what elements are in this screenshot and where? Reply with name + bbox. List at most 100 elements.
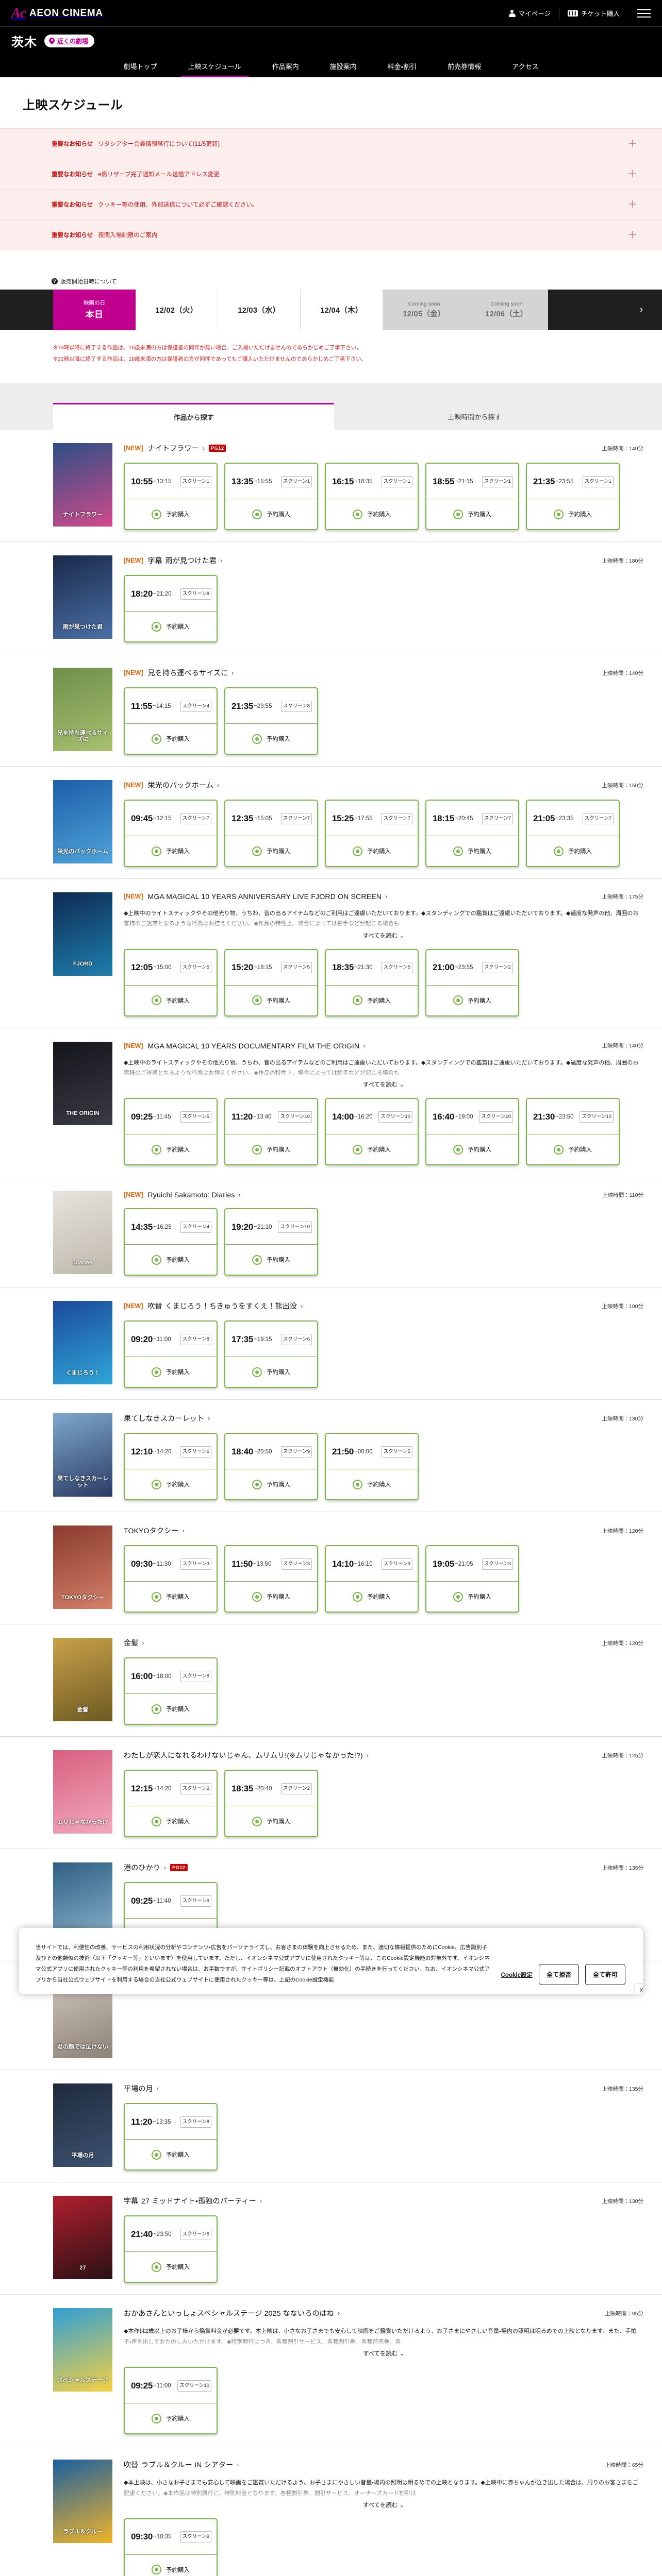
reserve-button[interactable]: 予約購入 — [125, 1806, 217, 1836]
showtime-card[interactable]: 11:20 ~13:35 スクリーン8 予約購入 — [124, 2103, 218, 2171]
read-more-button[interactable]: すべてを読む ⌄ — [362, 1082, 405, 1089]
reserve-button[interactable]: 予約購入 — [125, 2252, 217, 2282]
showtime-card[interactable]: 14:35 ~16:25 スクリーン4 予約購入 — [124, 1208, 218, 1276]
notice-row[interactable]: 重要なお知らせ e席リザーブ完了通知メール送信アドレス変更 ＋ — [0, 159, 662, 190]
cookie-deny-all-button[interactable]: 全て拒否 — [538, 1964, 579, 1985]
read-more-button[interactable]: すべてを読む ⌄ — [362, 2351, 405, 2358]
nav-item-access[interactable]: アクセス — [512, 63, 539, 71]
showtime-card[interactable]: 18:15 ~20:45 スクリーン7 予約購入 — [425, 800, 519, 868]
movie-title-link[interactable]: 果てしなきスカーレット — [124, 1414, 205, 1423]
reserve-button[interactable]: 予約購入 — [426, 1134, 518, 1164]
tab-search-by-time[interactable]: 上映時間から探す — [448, 413, 502, 421]
movie-title-link[interactable]: わたしが恋人になれるわけないじゃん、ムリムリ!(※ムリじゃなかった!?) — [124, 1751, 363, 1760]
showtime-card[interactable]: 09:30 ~11:30 スクリーン3 予約購入 — [124, 1545, 218, 1613]
hamburger-menu-icon[interactable] — [637, 7, 651, 20]
showtime-card[interactable]: 09:30 ~10:35 スクリーン9 予約購入 — [124, 2518, 218, 2576]
movie-poster[interactable]: ムリじゃなかった!? — [53, 1750, 112, 1834]
showtime-card[interactable]: 11:20 ~13:40 スクリーン10 予約購入 — [224, 1098, 318, 1166]
movie-poster[interactable]: 栄光のバックホーム — [53, 780, 112, 864]
read-more-button[interactable]: すべてを読む ⌄ — [362, 933, 405, 939]
reserve-button[interactable]: 予約購入 — [225, 1134, 317, 1164]
movie-poster[interactable]: THE ORIGIN — [53, 1041, 112, 1125]
showtime-card[interactable]: 16:40 ~19:00 スクリーン10 予約購入 — [425, 1098, 519, 1166]
showtime-card[interactable]: 18:40 ~20:50 スクリーン9 予約購入 — [224, 1433, 318, 1501]
date-tab[interactable]: Coming soon 12/05（金） — [383, 290, 466, 330]
movie-poster[interactable]: Diaries — [53, 1191, 112, 1275]
reserve-button[interactable]: 予約購入 — [326, 836, 418, 866]
showtime-card[interactable]: 14:10 ~16:10 スクリーン3 予約購入 — [325, 1545, 419, 1613]
showtime-card[interactable]: 21:40 ~23:50 スクリーン6 予約購入 — [124, 2215, 218, 2283]
date-tab[interactable]: 12/03（水） — [218, 290, 301, 330]
showtime-card[interactable]: 21:35 ~23:55 スクリーン8 予約購入 — [224, 687, 318, 755]
reserve-button[interactable]: 予約購入 — [125, 1582, 217, 1612]
reserve-button[interactable]: 予約購入 — [326, 499, 418, 529]
notice-row[interactable]: 重要なお知らせ クッキー等の使用、外部送信について必ずご確認ください。 ＋ — [0, 190, 662, 220]
reserve-button[interactable]: 予約購入 — [125, 612, 217, 641]
expand-plus-icon[interactable]: ＋ — [627, 199, 637, 210]
date-tab[interactable]: Coming soon 12/06（土） — [466, 290, 548, 330]
date-next-arrow-icon[interactable]: › — [639, 304, 643, 315]
nav-item-pricing[interactable]: 料金・割引 — [387, 63, 417, 71]
showtime-card[interactable]: 11:55 ~14:15 スクリーン4 予約購入 — [124, 687, 218, 755]
showtime-card[interactable]: 12:10 ~14:20 スクリーン6 予約購入 — [124, 1433, 218, 1501]
showtime-card[interactable]: 15:25 ~17:55 スクリーン7 予約購入 — [325, 800, 419, 868]
movie-poster[interactable]: 平場の月 — [53, 2083, 112, 2167]
movie-poster[interactable]: 金髪 — [53, 1638, 112, 1722]
cookie-allow-all-button[interactable]: 全て許可 — [585, 1964, 625, 1985]
brand-logo[interactable]: Ac AEON CINEMA — [11, 6, 103, 20]
movie-title-link[interactable]: MGA MAGICAL 10 YEARS DOCUMENTARY FILM TH… — [147, 1041, 360, 1050]
movie-poster[interactable]: くまじろう！ — [53, 1301, 112, 1385]
sales-start-info-link[interactable]: ? 販売開始日時について — [52, 277, 117, 285]
movie-title-link[interactable]: 平場の月 — [124, 2084, 153, 2093]
reserve-button[interactable]: 予約購入 — [326, 1469, 418, 1499]
reserve-button[interactable]: 予約購入 — [225, 1469, 317, 1499]
movie-title-link[interactable]: MGA MAGICAL 10 YEARS ANNIVERSARY LIVE FJ… — [147, 892, 382, 901]
tab-search-by-movie[interactable]: 作品から探す — [53, 403, 334, 430]
movie-title-link[interactable]: 港のひかり — [124, 1863, 160, 1872]
reserve-button[interactable]: 予約購入 — [125, 1357, 217, 1387]
showtime-card[interactable]: 10:55 ~13:15 スクリーン1 予約購入 — [124, 463, 218, 531]
nav-item-movies[interactable]: 作品案内 — [272, 63, 299, 71]
showtime-card[interactable]: 19:20 ~21:10 スクリーン10 予約購入 — [224, 1208, 318, 1276]
movie-poster[interactable]: 兄を持ち運べるサイズに — [53, 668, 112, 752]
reserve-button[interactable]: 予約購入 — [225, 1806, 317, 1836]
movie-title-link[interactable]: 兄を持ち運べるサイズに — [147, 669, 228, 677]
showtime-card[interactable]: 18:35 ~20:40 スクリーン2 予約購入 — [224, 1770, 318, 1838]
date-tab[interactable]: 12/04（木） — [301, 290, 383, 330]
showtime-card[interactable]: 09:25 ~11:00 スクリーン10 予約購入 — [124, 2367, 218, 2435]
reserve-button[interactable]: 予約購入 — [125, 1245, 217, 1275]
close-icon[interactable]: X — [635, 1984, 643, 1994]
movie-title-link[interactable]: おかあさんといっしょスペシャルステージ 2025 なないろのはね — [124, 2309, 335, 2318]
reserve-button[interactable]: 予約購入 — [527, 836, 619, 866]
reserve-button[interactable]: 予約購入 — [527, 1134, 619, 1164]
showtime-card[interactable]: 18:20 ~21:20 スクリーン8 予約購入 — [124, 575, 218, 643]
reserve-button[interactable]: 予約購入 — [426, 986, 518, 1015]
date-tab[interactable]: 映画の日 本日 — [53, 290, 136, 330]
reserve-button[interactable]: 予約購入 — [225, 1357, 317, 1387]
reserve-button[interactable]: 予約購入 — [225, 724, 317, 754]
movie-title-link[interactable]: 栄光のバックホーム — [147, 781, 213, 790]
showtime-card[interactable]: 13:35 ~15:55 スクリーン1 予約購入 — [224, 463, 318, 531]
reserve-button[interactable]: 予約購入 — [125, 2555, 217, 2576]
showtime-card[interactable]: 17:35 ~19:15 スクリーン6 予約購入 — [224, 1320, 318, 1388]
reserve-button[interactable]: 予約購入 — [527, 499, 619, 529]
movie-title-link[interactable]: 金髪 — [124, 1639, 139, 1648]
reserve-button[interactable]: 予約購入 — [125, 836, 217, 866]
reserve-button[interactable]: 予約購入 — [326, 1134, 418, 1164]
reserve-button[interactable]: 予約購入 — [426, 1582, 518, 1612]
expand-plus-icon[interactable]: ＋ — [627, 229, 637, 241]
showtime-card[interactable]: 12:35 ~15:05 スクリーン7 予約購入 — [224, 800, 318, 868]
movie-poster[interactable]: スペシャルステージ — [53, 2308, 112, 2392]
reserve-button[interactable]: 予約購入 — [225, 1582, 317, 1612]
reserve-button[interactable]: 予約購入 — [125, 986, 217, 1015]
cookie-settings-link[interactable]: Cookie設定 — [501, 1972, 533, 1978]
mypage-link[interactable]: マイページ — [501, 8, 559, 18]
showtime-card[interactable]: 14:00 ~16:20 スクリーン10 予約購入 — [325, 1098, 419, 1166]
movie-title-link[interactable]: くまじろう！ちきゅうをすくえ！熊出没 — [165, 1302, 297, 1311]
reserve-button[interactable]: 予約購入 — [125, 1134, 217, 1164]
showtime-card[interactable]: 09:45 ~12:15 スクリーン7 予約購入 — [124, 800, 218, 868]
reserve-button[interactable]: 予約購入 — [125, 2403, 217, 2433]
nav-item-facilities[interactable]: 施設案内 — [329, 63, 357, 71]
movie-poster[interactable]: ラブル＆クルー — [53, 2460, 112, 2544]
movie-poster[interactable]: 果てしなきスカーレット — [53, 1413, 112, 1497]
